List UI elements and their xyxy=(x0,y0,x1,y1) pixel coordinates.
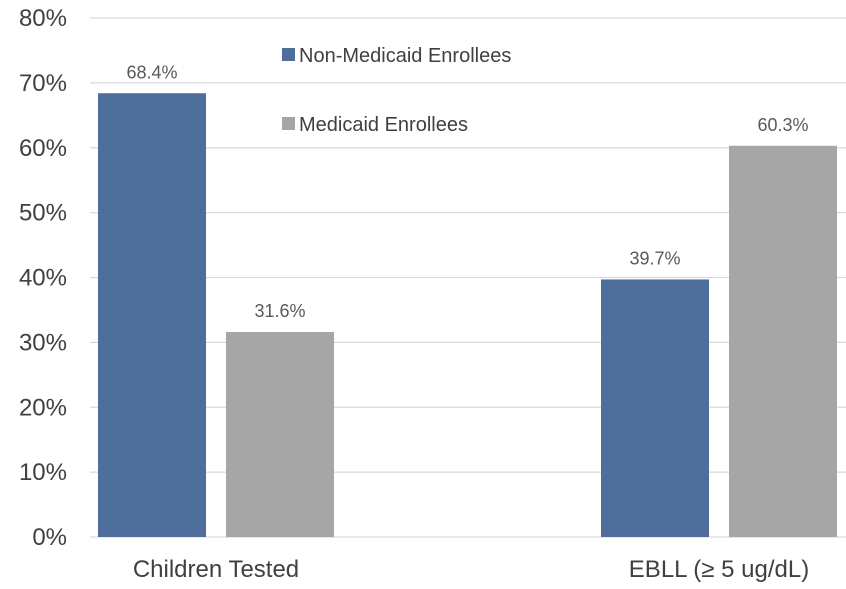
y-tick-label: 20% xyxy=(19,394,67,421)
bar xyxy=(729,145,837,537)
legend-label: Medicaid Enrollees xyxy=(299,114,468,136)
y-tick-label: 40% xyxy=(19,265,67,292)
y-axis-ticks: 0% 10% 20% 30% 40% 50% 60% 70% 80% xyxy=(19,5,67,551)
legend-swatch xyxy=(282,48,295,61)
data-label: 68.4% xyxy=(126,62,177,82)
data-label: 60.3% xyxy=(757,115,808,135)
y-tick-label: 0% xyxy=(32,524,67,551)
y-tick-label: 60% xyxy=(19,135,67,162)
x-axis-categories: Children Tested EBLL (≥ 5 ug/dL) xyxy=(133,556,809,583)
legend-swatch xyxy=(282,117,295,130)
data-labels: 68.4% 39.7% 31.6% 60.3% xyxy=(126,62,808,321)
bar xyxy=(98,93,206,537)
gridlines xyxy=(90,17,846,538)
legend: Non-Medicaid Enrollees Medicaid Enrollees xyxy=(282,45,511,136)
bar xyxy=(226,331,334,537)
x-category-label: Children Tested xyxy=(133,556,299,583)
x-category-label: EBLL (≥ 5 ug/dL) xyxy=(629,556,809,583)
y-tick-label: 50% xyxy=(19,200,67,227)
y-tick-label: 10% xyxy=(19,459,67,486)
y-tick-label: 70% xyxy=(19,70,67,97)
bars xyxy=(98,93,837,537)
bar xyxy=(601,279,709,537)
data-label: 31.6% xyxy=(254,301,305,321)
y-tick-label: 30% xyxy=(19,329,67,356)
y-tick-label: 80% xyxy=(19,5,67,32)
data-label: 39.7% xyxy=(629,248,680,268)
legend-label: Non-Medicaid Enrollees xyxy=(299,45,511,67)
